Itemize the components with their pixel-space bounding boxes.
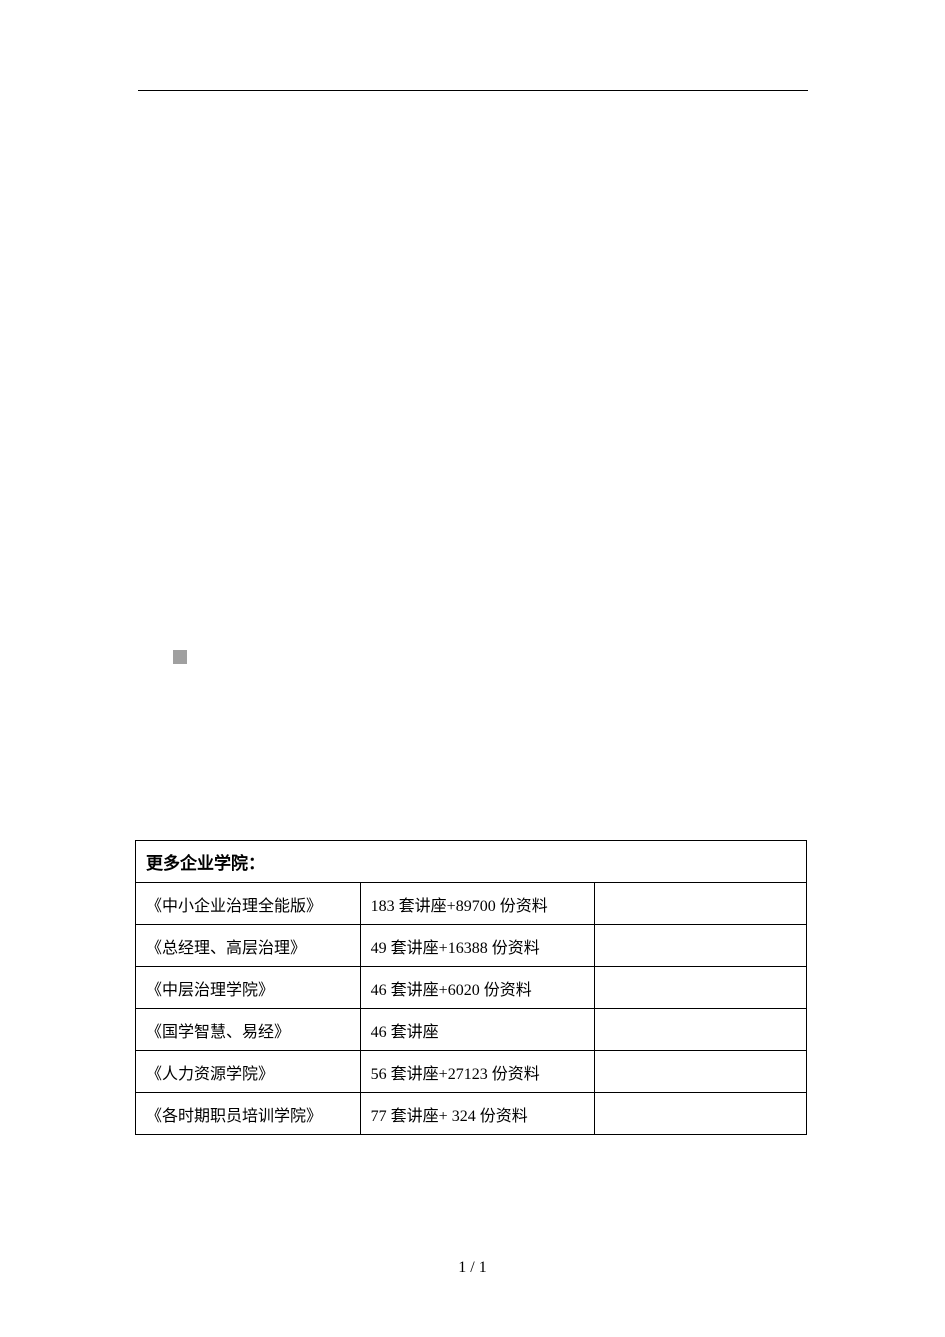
course-content-cell: 46 套讲座 xyxy=(360,1009,595,1051)
course-empty-cell xyxy=(595,883,807,925)
course-content-cell: 183 套讲座+89700 份资料 xyxy=(360,883,595,925)
course-content-cell: 77 套讲座+ 324 份资料 xyxy=(360,1093,595,1135)
table-row: 《各时期职员培训学院》 77 套讲座+ 324 份资料 xyxy=(136,1093,807,1135)
document-page: 更多企业学院： 《中小企业治理全能版》 183 套讲座+89700 份资料 《总… xyxy=(0,0,945,1337)
course-name-cell: 《国学智慧、易经》 xyxy=(136,1009,361,1051)
course-table-container: 更多企业学院： 《中小企业治理全能版》 183 套讲座+89700 份资料 《总… xyxy=(135,840,807,1135)
course-name-cell: 《各时期职员培训学院》 xyxy=(136,1093,361,1135)
square-bullet-marker xyxy=(173,650,187,664)
table-row: 《中小企业治理全能版》 183 套讲座+89700 份资料 xyxy=(136,883,807,925)
table-row: 《国学智慧、易经》 46 套讲座 xyxy=(136,1009,807,1051)
course-empty-cell xyxy=(595,925,807,967)
course-content-cell: 49 套讲座+16388 份资料 xyxy=(360,925,595,967)
course-name-cell: 《中小企业治理全能版》 xyxy=(136,883,361,925)
course-content-cell: 56 套讲座+27123 份资料 xyxy=(360,1051,595,1093)
table-row: 《总经理、高层治理》 49 套讲座+16388 份资料 xyxy=(136,925,807,967)
table-header-row: 更多企业学院： xyxy=(136,841,807,883)
course-name-cell: 《总经理、高层治理》 xyxy=(136,925,361,967)
table-row: 《人力资源学院》 56 套讲座+27123 份资料 xyxy=(136,1051,807,1093)
course-empty-cell xyxy=(595,967,807,1009)
table-row: 《中层治理学院》 46 套讲座+6020 份资料 xyxy=(136,967,807,1009)
top-horizontal-rule xyxy=(138,90,808,91)
course-content-cell: 46 套讲座+6020 份资料 xyxy=(360,967,595,1009)
course-name-cell: 《人力资源学院》 xyxy=(136,1051,361,1093)
page-number: 1 / 1 xyxy=(458,1259,486,1277)
table-header-cell: 更多企业学院： xyxy=(136,841,807,883)
course-table: 更多企业学院： 《中小企业治理全能版》 183 套讲座+89700 份资料 《总… xyxy=(135,840,807,1135)
course-empty-cell xyxy=(595,1093,807,1135)
course-empty-cell xyxy=(595,1009,807,1051)
course-name-cell: 《中层治理学院》 xyxy=(136,967,361,1009)
course-empty-cell xyxy=(595,1051,807,1093)
